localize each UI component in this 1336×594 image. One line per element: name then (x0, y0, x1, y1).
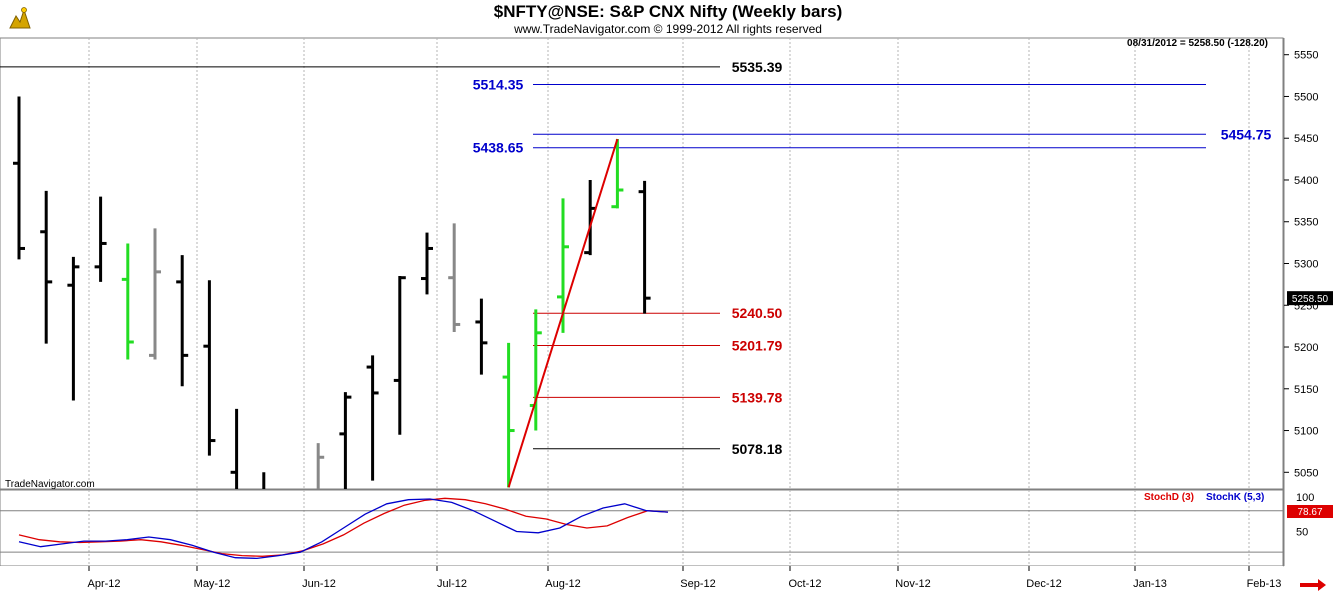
osc-y-tick-label: 50 (1296, 526, 1308, 538)
price-panel (0, 37, 1284, 490)
ohlc-bar (149, 228, 161, 360)
chart-title: $NFTY@NSE: S&P CNX Nifty (Weekly bars) (493, 2, 843, 21)
y-tick-label: 5350 (1294, 217, 1318, 229)
scroll-right-arrow-icon[interactable] (1300, 579, 1326, 591)
x-axis-area (0, 566, 1283, 594)
ohlc-bar (176, 255, 189, 387)
legend-stochk: StochK (5,3) (1206, 492, 1264, 503)
ohlc-bar (502, 342, 515, 488)
ohlc-bar (121, 243, 134, 360)
level-label: 5139.78 (732, 389, 783, 405)
x-tick-label: Jul-12 (437, 578, 467, 590)
level-label: 5454.75 (1221, 126, 1272, 142)
current-price-label: 5258.50 (1292, 294, 1329, 305)
x-tick-label: Apr-12 (87, 578, 120, 590)
trend-line (507, 138, 619, 488)
y-tick-label: 5100 (1294, 426, 1318, 438)
ohlc-bar (421, 232, 433, 295)
x-tick-label: Dec-12 (1026, 578, 1061, 590)
ohlc-bar (316, 443, 325, 489)
level-label: 5535.39 (732, 59, 783, 75)
legend-stochd: StochD (3) (1144, 492, 1194, 503)
y-tick-label: 5200 (1294, 342, 1318, 354)
level-label: 5438.65 (473, 140, 524, 156)
ohlc-bar (13, 96, 25, 260)
x-tick-label: Oct-12 (788, 578, 821, 590)
osc-y-tick-label: 100 (1296, 492, 1314, 504)
chart-subtitle: www.TradeNavigator.com © 1999-2012 All r… (514, 22, 822, 36)
y-tick-label: 5450 (1294, 133, 1318, 145)
level-label: 5514.35 (473, 76, 524, 92)
x-tick-label: Nov-12 (895, 578, 930, 590)
x-tick-label: Jan-13 (1133, 578, 1167, 590)
last-value-readout: 08/31/2012 = 5258.50 (-128.20) (1127, 38, 1268, 49)
chart-header: $NFTY@NSE: S&P CNX Nifty (Weekly bars) w… (0, 0, 1336, 38)
ohlc-bar (366, 355, 379, 481)
watermark-text: TradeNavigator.com (5, 479, 95, 490)
osc-current-label: 78.67 (1297, 507, 1322, 518)
y-tick-label: 5500 (1294, 91, 1318, 103)
ohlc-bar (230, 408, 239, 489)
x-tick-label: May-12 (194, 578, 231, 590)
ohlc-bar (611, 139, 624, 209)
oscillator-panel (0, 489, 1284, 567)
ohlc-bar (262, 472, 266, 489)
osc-current-box (1287, 505, 1333, 518)
x-tick-label: Feb-13 (1247, 578, 1282, 590)
level-label: 5078.18 (732, 441, 783, 457)
y-tick-label: 5550 (1294, 50, 1318, 62)
y-tick-label: 5050 (1294, 467, 1318, 479)
level-label: 5240.50 (732, 305, 783, 321)
tradenavigator-logo-icon (6, 4, 34, 32)
x-tick-label: Aug-12 (545, 578, 580, 590)
y-tick-label: 5300 (1294, 259, 1318, 271)
current-price-box (1287, 291, 1333, 306)
ohlc-bar (393, 276, 406, 435)
x-tick-label: Jun-12 (302, 578, 336, 590)
stochd-series-line (18, 497, 669, 557)
y-tick-label: 5150 (1294, 384, 1318, 396)
y-tick-label: 5400 (1294, 175, 1318, 187)
stochk-series-line (18, 498, 669, 560)
ohlc-bar (448, 223, 461, 332)
ohlc-bar (40, 190, 53, 344)
ohlc-bar (203, 280, 216, 456)
ohlc-bar (638, 180, 651, 314)
ohlc-bar (67, 256, 80, 401)
ohlc-bar (94, 196, 107, 282)
ohlc-bar (475, 298, 488, 375)
level-label: 5201.79 (732, 338, 783, 354)
x-tick-label: Sep-12 (680, 578, 715, 590)
ohlc-bar (339, 392, 352, 489)
